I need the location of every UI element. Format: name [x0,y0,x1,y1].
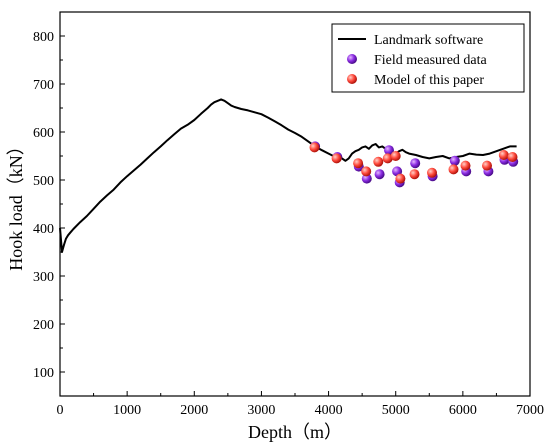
chart-marks [59,98,519,253]
field-measured-point [449,155,460,166]
model-point [309,142,320,153]
x-tick-label: 3000 [247,403,275,418]
model-point [427,167,437,178]
y-axis-label: Hook load（kN） [6,137,26,271]
legend-entry-landmark: Landmark software [338,33,483,48]
y-tick-label: 300 [33,270,54,285]
y-tick-label: 800 [33,30,54,45]
x-tick-label: 1000 [113,403,141,418]
x-tick-label: 5000 [382,403,410,418]
model-point [373,156,384,167]
x-tick-label: 2000 [180,403,208,418]
x-tick-label: 7000 [516,403,544,418]
legend-marker-model [347,74,357,84]
model-point [361,166,372,177]
x-tick-label: 0 [57,403,64,418]
model-point [331,153,342,164]
model-point [482,160,492,171]
plot-frame [59,11,531,397]
legend: Landmark software Field measured data Mo… [331,23,525,93]
field-measured-point [384,145,394,156]
legend-marker-field [347,54,357,64]
legend-label: Field measured data [374,53,488,68]
legend-label: Model of this paper [374,73,484,88]
y-tick-label: 500 [33,174,54,189]
field-measured-point [410,158,421,169]
model-point [448,164,459,175]
x-tick-label: 6000 [449,403,477,418]
x-axis-label: Depth（m） [248,422,342,442]
legend-label: Landmark software [374,33,483,48]
field-measured-point [374,169,385,180]
series-line-landmark [59,98,517,253]
legend-box [331,23,525,93]
y-tick-label: 600 [33,126,54,141]
y-tick-label: 100 [33,366,54,381]
field-measured-point [361,173,372,184]
model-point [498,150,509,160]
model-point [390,151,401,161]
y-tick-label: 400 [33,222,54,237]
legend-entry-field: Field measured data [347,53,488,68]
model-point [409,169,420,180]
model-point [382,153,393,164]
legend-entry-model: Model of this paper [347,73,484,88]
model-point [460,160,471,171]
y-tick-label: 200 [33,318,54,333]
y-tick-label: 700 [33,78,54,93]
model-point [353,158,364,169]
model-point [507,152,518,162]
x-tick-label: 4000 [315,403,343,418]
axis-ticks: 0 1000 2000 3000 4000 5000 6000 7000 100 200 300 40… [33,30,544,418]
model-point [395,173,406,184]
